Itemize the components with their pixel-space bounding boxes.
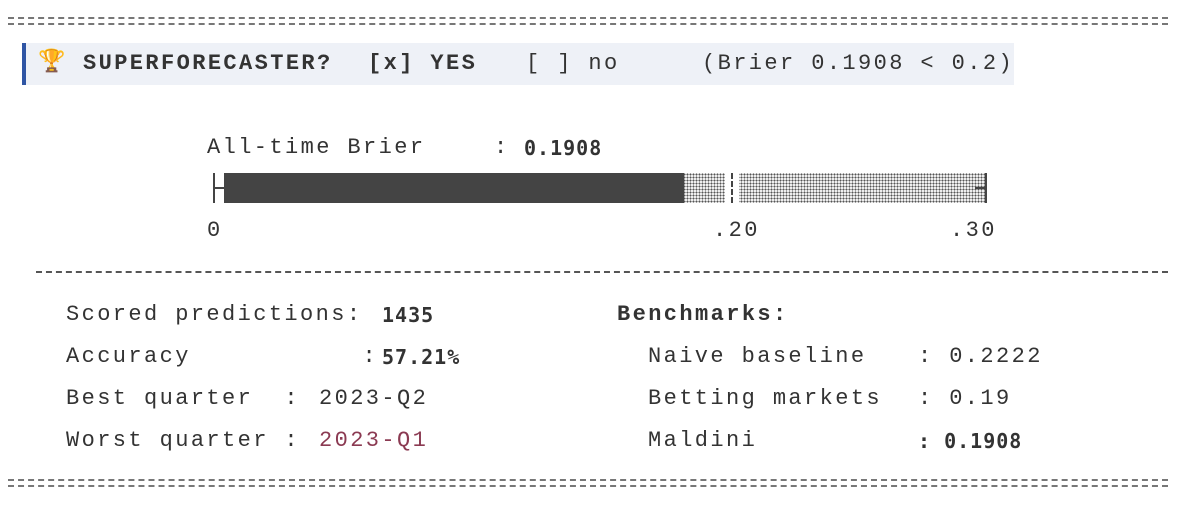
divider-rule xyxy=(36,271,1168,273)
scale-end-cap-h xyxy=(975,187,985,189)
benchmark-betting-value: : 0.19 xyxy=(918,386,1012,411)
stat-worst-label: Worst quarter : xyxy=(66,428,301,453)
stat-best-value: 2023-Q2 xyxy=(319,386,429,411)
superforecaster-banner: 🏆 SUPERFORECASTER? [x] YES [ ] no (Brier… xyxy=(22,43,1014,85)
brier-separator: : xyxy=(494,135,510,160)
scale-end-cap xyxy=(985,173,987,203)
stat-accuracy-label: Accuracy : xyxy=(66,344,379,369)
stat-scored-label: Scored predictions: xyxy=(66,302,363,327)
benchmark-naive-value: : 0.2222 xyxy=(918,344,1043,369)
brier-label: All-time Brier xyxy=(207,135,426,160)
tick-20: .20 xyxy=(713,218,760,243)
no-option: [ ] no xyxy=(526,51,620,76)
brier-bar xyxy=(224,171,985,205)
bottom-rule xyxy=(8,479,1168,487)
benchmark-maldini-value: : 0.1908 xyxy=(918,429,1023,453)
benchmark-betting-name: Betting markets xyxy=(648,386,883,411)
benchmark-maldini-name: Maldini xyxy=(648,428,758,453)
benchmark-naive-name: Naive baseline xyxy=(648,344,867,369)
tick-30: .30 xyxy=(950,218,997,243)
brier-value: 0.1908 xyxy=(524,136,603,160)
yes-option: [x] YES xyxy=(368,51,478,76)
trophy-icon: 🏆 xyxy=(38,50,66,75)
tick-0: 0 xyxy=(207,218,223,243)
benchmarks-title: Benchmarks: xyxy=(617,302,789,327)
threshold-line xyxy=(731,173,733,203)
stat-worst-value: 2023-Q1 xyxy=(319,428,429,453)
stat-accuracy-value: 57.21% xyxy=(382,345,461,369)
top-rule xyxy=(8,17,1168,25)
bar-fill xyxy=(224,173,684,203)
banner-label: SUPERFORECASTER? xyxy=(83,51,333,76)
brier-criterion: (Brier 0.1908 < 0.2) xyxy=(702,51,1015,76)
scale-start-cap-h xyxy=(213,187,224,189)
stat-best-label: Best quarter : xyxy=(66,386,301,411)
stat-scored-value: 1435 xyxy=(382,303,435,327)
